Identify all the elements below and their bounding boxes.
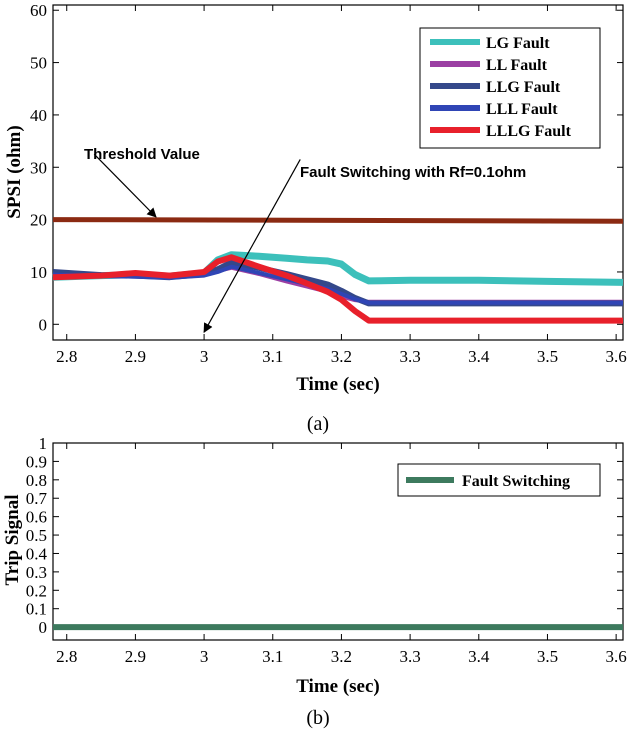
panel-b-y-ticks: 00.10.20.30.40.50.60.70.80.91 (26, 434, 623, 637)
a-y-tick-label: 0 (39, 315, 48, 334)
a-legend-label-ll-fault: LL Fault (486, 57, 548, 74)
b-x-tick-label: 3.6 (606, 647, 627, 666)
a-x-tick-label: 3.3 (399, 347, 420, 366)
a-y-tick-label: 30 (30, 158, 47, 177)
a-y-tick-label: 10 (30, 263, 47, 282)
panel-a-x-axis-label: Time (sec) (296, 374, 380, 395)
a-legend-label-lg-fault: LG Fault (486, 35, 550, 52)
a-x-tick-label: 3 (200, 347, 209, 366)
b-x-tick-label: 3.2 (331, 647, 352, 666)
b-x-tick-label: 3.4 (468, 647, 490, 666)
a-annotation-text-fault-switching: Fault Switching with Rf=0.1ohm (300, 164, 526, 181)
panel-b-caption: (b) (306, 707, 329, 729)
a-annotation-arrow-threshold-value (93, 153, 157, 218)
b-y-tick-label: 0.7 (26, 489, 48, 508)
a-x-tick-label: 2.8 (56, 347, 77, 366)
a-y-tick-label: 50 (30, 54, 47, 73)
a-y-tick-label: 20 (30, 211, 47, 230)
b-x-tick-label: 2.9 (125, 647, 146, 666)
b-y-tick-label: 0.8 (26, 471, 47, 490)
panel-a-caption: (a) (307, 413, 329, 435)
a-annotation-text-threshold-value: Threshold Value (84, 146, 200, 163)
a-x-tick-label: 3.2 (331, 347, 352, 366)
a-annotation-arrow-fault-switching (203, 159, 301, 333)
panel-b-x-axis-label: Time (sec) (296, 676, 380, 697)
b-y-tick-label: 0.4 (26, 544, 48, 563)
a-legend-label-lllg-fault: LLLG Fault (486, 123, 572, 140)
panel-b-legend: Fault Switching (397, 463, 601, 497)
b-y-tick-label: 0.9 (26, 452, 47, 471)
b-x-tick-label: 3.5 (537, 647, 558, 666)
a-x-tick-label: 3.6 (606, 347, 627, 366)
panel-a-legend: LG Fault LL Fault LLG Fault LLL Fault LLLG F… (419, 27, 601, 149)
b-x-tick-label: 3 (200, 647, 209, 666)
panel-a-annotations: Threshold Value Fault Switching with Rf=0… (84, 146, 526, 333)
b-y-tick-label: 0.5 (26, 526, 47, 545)
a-x-tick-label: 3.1 (262, 347, 283, 366)
b-y-tick-label: 0.3 (26, 563, 47, 582)
a-x-tick-label: 3.4 (468, 347, 490, 366)
b-legend-label-fault-switching: Fault Switching (462, 473, 570, 490)
a-series-threshold (52, 217, 624, 224)
panel-b-chart: 00.10.20.30.40.50.60.70.80.91 2.8 2.9 3 3.1… (2, 434, 627, 729)
panel-a-series (52, 217, 624, 324)
b-x-tick-label: 3.1 (262, 647, 283, 666)
panel-a-x-ticks: 2.8 2.9 3 3.1 3.2 3.3 3.4 3.5 3.6 (56, 5, 627, 366)
b-y-tick-label: 0.2 (26, 581, 47, 600)
panel-a-y-ticks: 0 10 20 30 40 50 60 (30, 1, 623, 334)
a-x-tick-label: 3.5 (537, 347, 558, 366)
b-x-tick-label: 3.3 (399, 647, 420, 666)
b-y-tick-label: 1 (39, 434, 48, 453)
b-x-tick-label: 2.8 (56, 647, 77, 666)
panel-a-y-axis-label: SPSI (ohm) (4, 125, 25, 218)
a-y-tick-label: 40 (30, 106, 47, 125)
b-y-tick-label: 0.1 (26, 600, 47, 619)
panel-b-y-axis-label: Trip Signal (2, 495, 23, 586)
panel-b-x-ticks: 2.8 2.9 3 3.1 3.2 3.3 3.4 3.5 3.6 (56, 443, 627, 666)
a-y-tick-label: 60 (30, 1, 47, 20)
a-legend-label-llg-fault: LLG Fault (486, 79, 561, 96)
a-series-lllg-fault (52, 254, 623, 324)
b-y-tick-label: 0.6 (26, 508, 47, 527)
a-x-tick-label: 2.9 (125, 347, 146, 366)
a-legend-label-lll-fault: LLL Fault (486, 101, 558, 118)
b-y-tick-label: 0 (39, 618, 48, 637)
